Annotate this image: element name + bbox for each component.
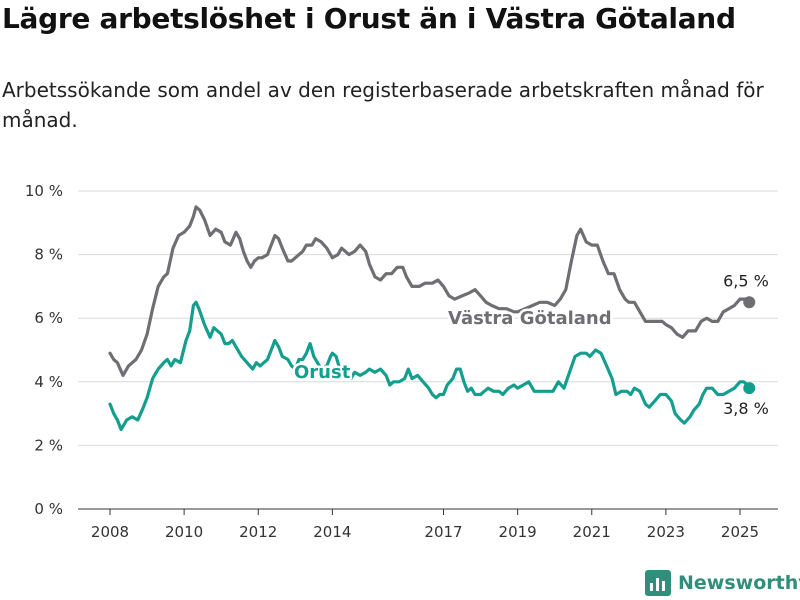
end-value-label-vastra-gotaland: 6,5 % bbox=[723, 271, 769, 290]
end-value-label-vastra-gotaland-halo: 6,5 % bbox=[723, 271, 769, 290]
series-label-orust: Orust bbox=[294, 362, 351, 383]
x-tick-label: 2025 bbox=[721, 523, 759, 541]
series-label-vastra-gotaland-halo: Västra Götaland bbox=[448, 308, 612, 329]
x-tick-label: 2017 bbox=[424, 523, 462, 541]
brand-logo[interactable]: Newsworthy bbox=[645, 567, 800, 599]
y-tick-label: 2 % bbox=[34, 436, 63, 454]
y-tick-label: 6 % bbox=[34, 309, 63, 327]
x-tick-label: 2014 bbox=[313, 523, 351, 541]
y-tick-label: 4 % bbox=[34, 373, 63, 391]
x-tick-label: 2019 bbox=[499, 523, 537, 541]
y-axis-tick-labels: 0 % 2 % 4 % 6 % 8 % 10 % bbox=[25, 182, 63, 518]
newsworthy-logo-icon bbox=[645, 570, 671, 596]
series-end-point-orust bbox=[743, 382, 756, 395]
x-tick-label: 2012 bbox=[239, 523, 277, 541]
x-axis-tick-labels: 2008 2010 2012 2014 2017 2019 2021 2023 2025 bbox=[91, 509, 759, 541]
series-line-vastra-gotaland bbox=[108, 205, 751, 377]
x-tick-label: 2021 bbox=[573, 523, 611, 541]
y-tick-label: 0 % bbox=[34, 500, 63, 518]
x-tick-label: 2010 bbox=[165, 523, 203, 541]
x-tick-label: 2008 bbox=[91, 523, 129, 541]
end-value-label-orust: 3,8 % bbox=[723, 399, 769, 418]
page-subtitle: Arbetssökande som andel av den registerb… bbox=[2, 78, 764, 132]
brand-name: Newsworthy bbox=[678, 572, 800, 594]
series-line-orust bbox=[108, 300, 751, 432]
x-tick-label: 2023 bbox=[647, 523, 685, 541]
y-tick-label: 10 % bbox=[25, 182, 63, 200]
end-value-label-orust-halo: 3,8 % bbox=[723, 399, 769, 418]
series-lines bbox=[108, 205, 756, 432]
grid-lines bbox=[78, 190, 778, 446]
series-label-orust-halo: Orust bbox=[294, 362, 351, 383]
y-tick-label: 8 % bbox=[34, 246, 63, 264]
series-end-point-vastra-gotaland bbox=[743, 296, 756, 309]
series-label-vastra-gotaland: Västra Götaland bbox=[448, 308, 612, 329]
page-title: Lägre arbetslöshet i Orust än i Västra G… bbox=[2, 2, 736, 35]
